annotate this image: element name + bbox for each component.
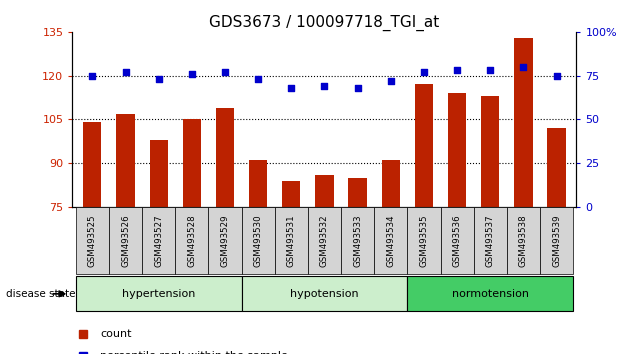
- Text: hypertension: hypertension: [122, 289, 195, 299]
- Bar: [117, 114, 135, 354]
- Bar: [408, 276, 573, 312]
- Point: [120, 69, 130, 75]
- Text: GSM493531: GSM493531: [287, 215, 296, 267]
- Text: GSM493526: GSM493526: [121, 215, 130, 267]
- Bar: [76, 276, 241, 312]
- Point: [154, 76, 164, 82]
- Point: [286, 85, 296, 91]
- Point: [220, 69, 230, 75]
- Bar: [348, 178, 367, 354]
- Bar: [341, 207, 374, 274]
- Bar: [282, 181, 301, 354]
- Bar: [316, 175, 333, 354]
- Text: GSM493535: GSM493535: [420, 215, 428, 267]
- Point: [386, 78, 396, 84]
- Point: [88, 73, 98, 79]
- Text: GSM493525: GSM493525: [88, 215, 97, 267]
- Point: [253, 76, 263, 82]
- Bar: [175, 207, 209, 274]
- Bar: [142, 207, 175, 274]
- Text: GSM493528: GSM493528: [187, 215, 197, 267]
- Text: count: count: [100, 329, 132, 339]
- Point: [186, 71, 197, 77]
- Bar: [448, 93, 466, 354]
- Text: GSM493539: GSM493539: [552, 215, 561, 267]
- Bar: [275, 207, 308, 274]
- Text: GSM493529: GSM493529: [220, 215, 229, 267]
- Bar: [374, 207, 408, 274]
- Bar: [308, 207, 341, 274]
- Bar: [241, 276, 408, 312]
- Point: [452, 68, 462, 73]
- Text: GSM493534: GSM493534: [386, 215, 395, 267]
- Text: normotension: normotension: [452, 289, 529, 299]
- Bar: [83, 122, 101, 354]
- Bar: [440, 207, 474, 274]
- Text: disease state: disease state: [6, 289, 76, 299]
- Bar: [149, 140, 168, 354]
- Point: [353, 85, 363, 91]
- Text: GSM493538: GSM493538: [519, 215, 528, 267]
- Bar: [507, 207, 540, 274]
- Text: GSM493532: GSM493532: [320, 215, 329, 267]
- Text: GSM493533: GSM493533: [353, 215, 362, 267]
- Bar: [109, 207, 142, 274]
- Text: GSM493537: GSM493537: [486, 215, 495, 267]
- Bar: [241, 207, 275, 274]
- Point: [419, 69, 429, 75]
- Point: [319, 83, 329, 89]
- Point: [485, 68, 495, 73]
- Bar: [540, 207, 573, 274]
- Bar: [481, 96, 500, 354]
- Bar: [474, 207, 507, 274]
- Bar: [547, 128, 566, 354]
- Bar: [382, 160, 400, 354]
- Bar: [216, 108, 234, 354]
- Title: GDS3673 / 100097718_TGI_at: GDS3673 / 100097718_TGI_at: [209, 14, 440, 30]
- Bar: [183, 120, 201, 354]
- Bar: [514, 38, 532, 354]
- Text: GSM493530: GSM493530: [254, 215, 263, 267]
- Text: GSM493536: GSM493536: [452, 215, 462, 267]
- Bar: [249, 160, 267, 354]
- Bar: [76, 207, 109, 274]
- Bar: [209, 207, 241, 274]
- Bar: [408, 207, 440, 274]
- Text: percentile rank within the sample: percentile rank within the sample: [100, 351, 288, 354]
- Text: hypotension: hypotension: [290, 289, 358, 299]
- Bar: [415, 85, 433, 354]
- Point: [551, 73, 561, 79]
- Text: GSM493527: GSM493527: [154, 215, 163, 267]
- Point: [518, 64, 529, 70]
